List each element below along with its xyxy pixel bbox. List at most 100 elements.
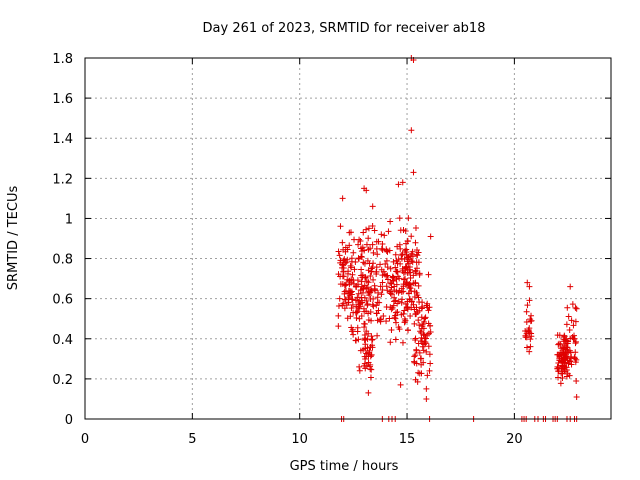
data-point: [396, 326, 403, 333]
data-point: [375, 238, 382, 245]
data-point: [361, 320, 368, 327]
y-tick-label: 0: [65, 413, 73, 428]
data-point: [408, 233, 415, 240]
data-point: [399, 339, 406, 346]
data-point: [425, 343, 432, 350]
data-point: [414, 252, 421, 259]
data-point: [392, 264, 399, 271]
data-point: [369, 336, 376, 343]
y-tick-label: 0.2: [52, 373, 73, 388]
data-point: [398, 285, 405, 292]
data-point: [567, 283, 574, 290]
data-point: [397, 381, 404, 388]
data-point: [393, 268, 400, 275]
data-point: [360, 285, 367, 292]
data-point: [353, 315, 360, 322]
data-point: [369, 222, 376, 229]
data-point: [367, 245, 374, 252]
data-point: [371, 227, 378, 234]
data-point: [563, 344, 570, 351]
data-point: [377, 318, 384, 325]
data-point: [526, 297, 533, 304]
data-point: [399, 251, 406, 258]
data-point: [356, 236, 363, 243]
data-point: [367, 309, 374, 316]
data-point: [335, 302, 342, 309]
data-point: [392, 312, 399, 319]
data-point: [363, 328, 370, 335]
data-point: [400, 276, 407, 283]
data-point: [368, 317, 375, 324]
data-point: [381, 232, 388, 239]
data-point: [375, 289, 382, 296]
data-point: [356, 305, 363, 312]
data-point: [343, 281, 350, 288]
data-point: [355, 290, 362, 297]
data-point: [339, 239, 346, 246]
data-point: [527, 336, 534, 343]
data-point: [377, 283, 384, 290]
data-point: [424, 372, 431, 379]
data-point: [341, 305, 348, 312]
data-point: [406, 266, 413, 273]
data-point: [418, 325, 425, 332]
data-point: [367, 353, 374, 360]
data-point: [523, 334, 530, 341]
data-point: [365, 225, 372, 232]
data-point: [568, 361, 575, 368]
data-point: [385, 228, 392, 235]
data-point: [409, 259, 416, 266]
data-point: [345, 299, 352, 306]
data-point: [415, 369, 422, 376]
data-point: [561, 351, 568, 358]
data-point: [416, 370, 423, 377]
data-point: [419, 343, 426, 350]
y-tick-label: 1.8: [52, 52, 73, 67]
data-point: [573, 377, 580, 384]
data-point: [421, 315, 428, 322]
y-tick-label: 1: [65, 212, 73, 227]
data-point: [367, 272, 374, 279]
data-point: [401, 307, 408, 314]
data-point: [417, 338, 424, 345]
data-point: [415, 317, 422, 324]
data-point: [390, 258, 397, 265]
data-point: [350, 331, 357, 338]
data-point: [418, 305, 425, 312]
y-tick-label: 1.6: [52, 92, 73, 107]
data-point: [340, 262, 347, 269]
data-point: [355, 298, 362, 305]
data-point: [363, 187, 370, 194]
data-point: [358, 254, 365, 261]
data-point: [400, 269, 407, 276]
data-point: [416, 322, 423, 329]
data-point: [349, 296, 356, 303]
data-point: [425, 307, 432, 314]
data-point: [365, 279, 372, 286]
data-point: [423, 395, 430, 402]
data-point: [387, 265, 394, 272]
data-point: [563, 364, 570, 371]
data-point: [411, 320, 418, 327]
data-point: [383, 257, 390, 264]
data-point: [397, 227, 404, 234]
data-point: [526, 348, 533, 355]
data-point: [418, 314, 425, 321]
data-point: [412, 335, 419, 342]
data-point: [402, 247, 409, 254]
data-point: [368, 287, 375, 294]
data-point: [351, 236, 358, 243]
data-point: [341, 288, 348, 295]
data-point: [342, 282, 349, 289]
data-point: [392, 251, 399, 258]
data-point: [374, 299, 381, 306]
data-point: [373, 302, 380, 309]
y-tick-label: 0.6: [52, 293, 73, 308]
data-points: [335, 55, 580, 422]
data-point: [558, 358, 565, 365]
data-point: [362, 345, 369, 352]
data-point: [419, 299, 426, 306]
data-point: [340, 246, 347, 253]
data-point: [403, 249, 410, 256]
data-point: [417, 355, 424, 362]
